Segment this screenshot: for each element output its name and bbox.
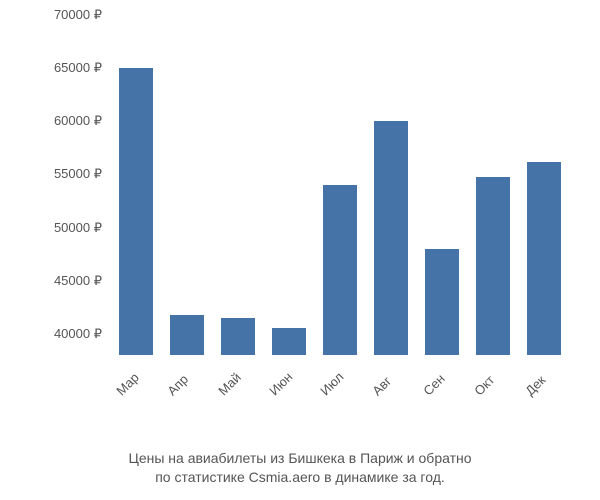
price-chart: 40000 ₽ 45000 ₽ 50000 ₽ 55000 ₽ 60000 ₽ 65000…	[50, 15, 570, 395]
bar-slot	[519, 15, 570, 355]
bar	[221, 318, 255, 355]
y-tick-label: 65000 ₽	[54, 60, 102, 76]
y-tick-label: 60000 ₽	[54, 113, 102, 129]
x-axis: МарАпрМайИюнИюлАвгСенОктДек	[110, 357, 570, 397]
bar-slot	[468, 15, 519, 355]
chart-caption: Цены на авиабилеты из Бишкека в Париж и …	[0, 449, 600, 488]
bar	[170, 315, 204, 355]
bar-slot	[263, 15, 314, 355]
bar	[527, 162, 561, 355]
bar-slot	[314, 15, 365, 355]
bar	[374, 121, 408, 355]
y-tick-label: 50000 ₽	[54, 220, 102, 236]
x-tick-label: Дек	[522, 352, 586, 416]
bar-slot	[110, 15, 161, 355]
caption-line-2: по статистике Csmia.aero в динамике за г…	[155, 469, 445, 485]
y-tick-label: 40000 ₽	[54, 326, 102, 342]
bar	[119, 68, 153, 355]
bar-slot	[366, 15, 417, 355]
bar-slot	[161, 15, 212, 355]
bar	[425, 249, 459, 355]
bars-group	[110, 15, 570, 355]
caption-line-1: Цены на авиабилеты из Бишкека в Париж и …	[128, 450, 471, 466]
plot-area	[110, 15, 570, 355]
y-axis: 40000 ₽ 45000 ₽ 50000 ₽ 55000 ₽ 60000 ₽ 65000…	[50, 15, 110, 355]
bar	[272, 328, 306, 355]
bar-slot	[417, 15, 468, 355]
bar-slot	[212, 15, 263, 355]
bar	[323, 185, 357, 355]
bar	[476, 177, 510, 356]
y-tick-label: 70000 ₽	[54, 7, 102, 23]
y-tick-label: 45000 ₽	[54, 273, 102, 289]
y-tick-label: 55000 ₽	[54, 166, 102, 182]
